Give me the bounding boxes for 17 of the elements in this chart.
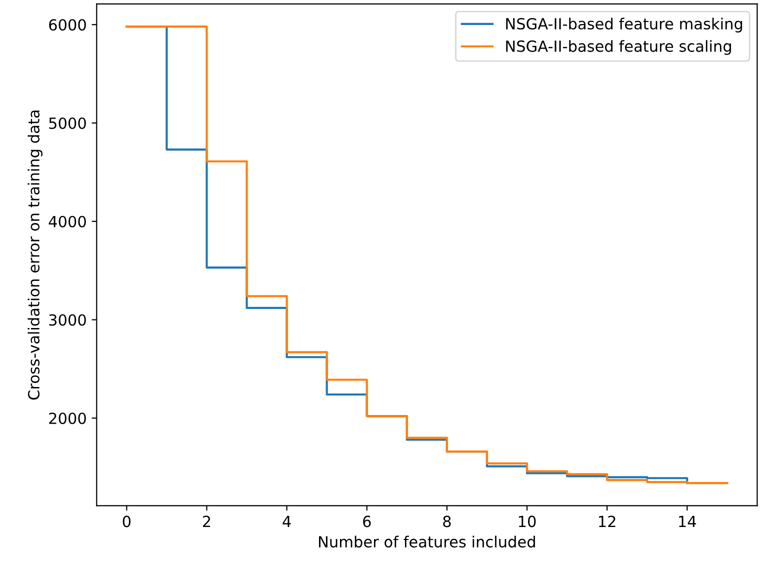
x-tick-label: 0 [122,516,131,528]
x-tick-label: 12 [599,516,616,528]
x-tick-label: 4 [282,516,291,528]
y-axis-title: Cross-validation error on training data [28,110,42,400]
y-tick-label: 6000 [49,19,86,31]
y-tick-label: 2000 [49,412,86,424]
x-tick-label: 8 [443,516,451,528]
x-tick-label: 10 [518,516,536,528]
x-tick-label: 6 [363,516,371,528]
x-axis-title: Number of features included [319,536,535,548]
x-tick-label: 14 [679,516,696,528]
legend-label: NSGA-II-based feature masking [506,18,742,32]
y-tick-label: 5000 [49,117,86,130]
legend-label: NSGA-II-based feature scaling [506,40,731,55]
y-tick-label: 3000 [49,314,86,326]
y-tick-label: 4000 [48,216,86,228]
x-tick-label: 2 [203,516,210,528]
